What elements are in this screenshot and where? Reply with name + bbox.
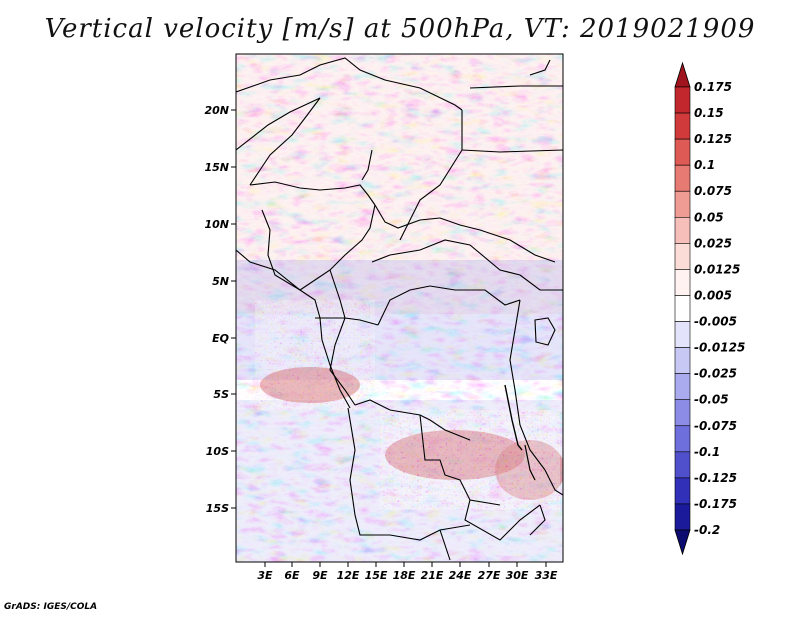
lon-label: 18E — [393, 569, 416, 582]
colorbar-top-arrow — [674, 61, 691, 88]
colorbar-segment — [674, 373, 691, 401]
map-title: Vertical velocity [m/s] at 500hPa, VT: 2… — [44, 14, 756, 44]
colorbar-segment — [674, 216, 691, 244]
colorbar-segment — [674, 399, 691, 427]
colorbar-label: 0.15 — [694, 106, 724, 120]
colorbar-segment — [674, 295, 691, 322]
lon-label: 3E — [257, 569, 273, 582]
colorbar-segment — [674, 138, 691, 166]
colorbar-label: -0.005 — [694, 315, 737, 329]
colorbar-label: -0.0125 — [694, 341, 745, 355]
velocity-field — [236, 54, 563, 562]
colorbar-segment — [674, 451, 691, 479]
lon-label: 24E — [449, 569, 472, 582]
colorbar-label: -0.125 — [694, 471, 737, 485]
colorbar-segment — [674, 503, 691, 531]
colorbar-label: -0.2 — [694, 523, 720, 537]
lat-label: 5S — [213, 388, 229, 401]
colorbar-label: 0.025 — [694, 236, 732, 250]
colorbar-segment — [674, 112, 691, 140]
lat-label: EQ — [212, 332, 229, 345]
lat-label: 15N — [204, 161, 229, 174]
colorbar-label: 0.05 — [694, 210, 724, 224]
longitude-axis: 3E 6E 9E 12E 15E 18E 21E 24E 27E 30E 33E — [257, 562, 558, 582]
colorbar: 0.175 0.15 0.125 0.1 0.075 0.05 0.025 0.0125 0.0… — [674, 61, 745, 556]
credit-text: GrADS: IGES/COLA — [4, 602, 98, 612]
lat-label: 10S — [206, 445, 229, 458]
colorbar-segment — [674, 321, 691, 348]
colorbar-label: 0.075 — [694, 184, 732, 198]
colorbar-label: -0.05 — [694, 393, 729, 407]
colorbar-segment — [674, 347, 691, 374]
colorbar-bottom-arrow — [674, 529, 691, 556]
colorbar-segment — [674, 269, 691, 296]
lon-label: 33E — [535, 569, 558, 582]
lat-label: 5N — [212, 275, 229, 288]
colorbar-label: 0.1 — [694, 158, 715, 172]
colorbar-label: 0.125 — [694, 132, 732, 146]
lat-label: 20N — [204, 104, 229, 117]
lon-label: 27E — [478, 569, 501, 582]
colorbar-label: -0.175 — [694, 497, 737, 511]
latitude-axis: 20N 15N 10N 5N EQ 5S 10S 15S — [204, 104, 236, 515]
colorbar-segment — [674, 243, 691, 270]
lon-label: 9E — [312, 569, 328, 582]
colorbar-segment — [674, 164, 691, 192]
lat-label: 10N — [204, 218, 229, 231]
country-borders — [236, 57, 563, 561]
colorbar-segment — [674, 425, 691, 453]
colorbar-label: 0.0125 — [694, 262, 740, 276]
lon-label: 30E — [506, 569, 529, 582]
lon-label: 15E — [365, 569, 388, 582]
lon-label: 6E — [284, 569, 300, 582]
lon-label: 12E — [337, 569, 360, 582]
colorbar-segment — [674, 477, 691, 505]
colorbar-label: 0.175 — [694, 80, 732, 94]
colorbar-label: -0.025 — [694, 367, 737, 381]
colorbar-label: -0.1 — [694, 445, 720, 459]
lat-label: 15S — [206, 502, 229, 515]
colorbar-label: 0.005 — [694, 288, 732, 302]
lon-label: 21E — [421, 569, 444, 582]
colorbar-label: -0.075 — [694, 419, 737, 433]
colorbar-segment — [674, 190, 691, 218]
map-frame — [235, 53, 564, 563]
colorbar-segment — [674, 86, 691, 114]
